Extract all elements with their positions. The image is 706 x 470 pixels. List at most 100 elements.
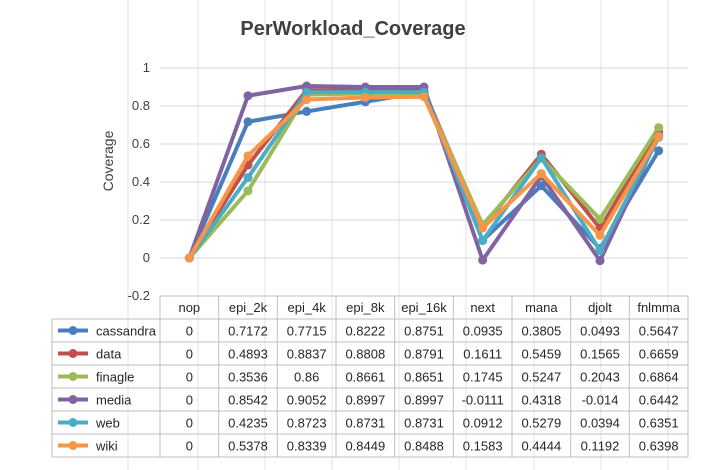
legend-label: cassandra: [96, 324, 157, 339]
data-table-value: 0.6659: [639, 347, 679, 362]
y-tick-label: 0.4: [132, 174, 150, 189]
data-table-value: 0.6351: [639, 416, 679, 431]
data-table-value: 0: [186, 439, 193, 454]
legend-key-marker: [68, 349, 78, 358]
data-table-value: -0.014: [582, 393, 619, 408]
data-table-value: 0.8997: [404, 393, 444, 408]
data-point-web: [536, 153, 546, 163]
x-tick-label: fnlmma: [637, 300, 680, 315]
data-table-value: 0.4893: [228, 347, 268, 362]
legend-label: media: [96, 393, 132, 408]
data-table-value: 0.1192: [581, 439, 620, 454]
data-table-value: 0.1583: [463, 439, 503, 454]
data-table-value: 0.5378: [228, 439, 268, 454]
data-table-value: 0.5247: [521, 370, 561, 385]
data-table-value: 0.6864: [639, 370, 679, 385]
x-tick-label: epi_16k: [401, 300, 447, 315]
data-point-finagle: [243, 186, 253, 196]
data-table-value: 0.8449: [345, 439, 385, 454]
legend-key-marker: [68, 372, 78, 381]
data-table-value: 0.0493: [580, 324, 620, 339]
data-point-cassandra: [302, 106, 312, 116]
x-tick-label: epi_8k: [346, 300, 385, 315]
data-table-value: 0.1611: [463, 347, 502, 362]
data-point-web: [595, 246, 605, 256]
data-point-finagle: [654, 123, 664, 133]
data-point-wiki: [595, 230, 605, 240]
x-tick-label: epi_2k: [229, 300, 268, 315]
legend-label: wiki: [95, 439, 118, 454]
data-table-value: 0.0935: [463, 324, 503, 339]
y-tick-label: 1: [143, 60, 150, 75]
data-point-wiki: [360, 92, 370, 102]
data-table-value: 0.8222: [345, 324, 385, 339]
data-point-web: [243, 173, 253, 183]
data-table-value: 0.6442: [639, 393, 679, 408]
data-table-value: 0.5647: [639, 324, 679, 339]
data-table-value: -0.0111: [462, 393, 504, 408]
data-point-web: [478, 236, 488, 246]
data-point-cassandra: [243, 117, 253, 127]
data-point-media: [595, 256, 605, 266]
data-table-value: 0.1745: [463, 370, 503, 385]
data-table-value: 0.7172: [228, 324, 268, 339]
y-tick-label: -0.2: [128, 288, 150, 303]
chart-title: PerWorkload_Coverage: [240, 18, 466, 40]
x-tick-label: nop: [178, 300, 200, 315]
data-point-wiki: [302, 95, 312, 105]
data-table-value: 0.8751: [404, 324, 444, 339]
data-point-wiki: [419, 92, 429, 102]
data-table-value: 0.6398: [639, 439, 679, 454]
data-table-value: 0.5279: [521, 416, 561, 431]
data-table-value: 0: [186, 416, 193, 431]
data-point-media: [478, 255, 488, 265]
legend-key-marker: [68, 418, 78, 427]
data-table-value: 0.8488: [404, 439, 444, 454]
data-table-value: 0.8731: [404, 416, 444, 431]
y-tick-label: 0.6: [132, 136, 150, 151]
x-tick-label: mana: [525, 300, 558, 315]
legend-label: finagle: [96, 370, 134, 385]
data-table-value: 0.1565: [580, 347, 620, 362]
data-point-media: [302, 81, 312, 91]
legend-key-marker: [68, 441, 78, 450]
data-table-value: 0.8661: [345, 370, 385, 385]
data-table-value: 0: [186, 347, 193, 362]
data-table-value: 0.3536: [228, 370, 268, 385]
data-point-web: [302, 87, 312, 97]
data-table-value: 0.0912: [463, 416, 503, 431]
data-table-value: 0.8339: [287, 439, 327, 454]
data-table-value: 0.86: [294, 370, 319, 385]
data-table-value: 0.4444: [521, 439, 561, 454]
data-point-wiki: [536, 169, 546, 179]
legend-key-marker: [68, 395, 78, 404]
legend-label: data: [96, 347, 122, 362]
data-table-value: 0.3805: [521, 324, 561, 339]
y-tick-label: 0.2: [132, 212, 150, 227]
data-table-value: 0.9052: [287, 393, 327, 408]
data-point-wiki: [478, 223, 488, 233]
data-table-value: 0: [186, 324, 193, 339]
data-table-value: 0.8723: [287, 416, 327, 431]
data-table-value: 0.4235: [228, 416, 268, 431]
data-table-value: 0.5459: [521, 347, 561, 362]
data-table-value: 0.2043: [580, 370, 620, 385]
data-table-value: 0.0394: [580, 416, 620, 431]
data-point-wiki: [184, 253, 194, 263]
y-tick-label: 0.8: [132, 98, 150, 113]
data-table-value: 0.8808: [345, 347, 385, 362]
data-point-wiki: [243, 151, 253, 161]
x-tick-label: djolt: [588, 300, 612, 315]
data-table-value: 0.7715: [287, 324, 327, 339]
data-table-value: 0.8997: [345, 393, 385, 408]
legend-key-marker: [68, 326, 78, 335]
data-point-finagle: [595, 214, 605, 224]
x-tick-label: epi_4k: [288, 300, 327, 315]
data-point-media: [243, 91, 253, 101]
data-point-wiki: [654, 131, 664, 141]
data-point-cassandra: [654, 146, 664, 156]
data-table-value: 0.8542: [228, 393, 268, 408]
